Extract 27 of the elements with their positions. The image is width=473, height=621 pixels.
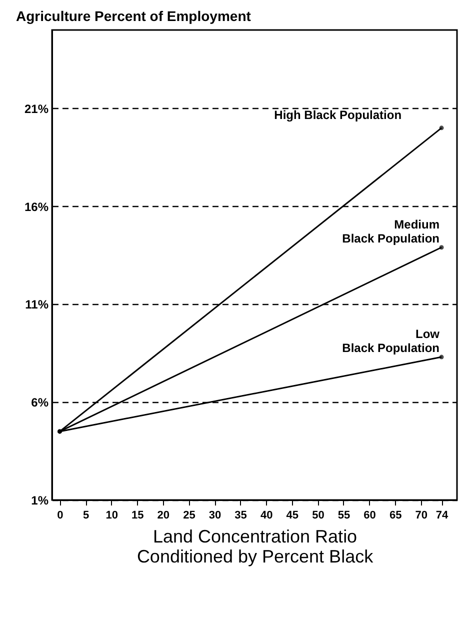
x-tick-label: 30: [208, 510, 222, 522]
x-tick-label: 10: [106, 510, 118, 522]
x-tick-label: 70: [415, 510, 428, 522]
y-tick-label: 1%: [31, 494, 49, 508]
x-tick-label: 20: [157, 510, 170, 522]
x-tick-label: 74: [436, 510, 450, 522]
x-tick-label: 55: [338, 510, 350, 522]
y-tick-label: 11%: [25, 298, 49, 312]
series-label: Medium Black Population: [342, 217, 440, 246]
y-tick-label: 6%: [31, 396, 49, 410]
x-tick-label: 50: [312, 510, 324, 522]
x-tick-label: 5: [82, 510, 90, 522]
x-tick-label: 65: [389, 510, 402, 522]
x-tick-label: 35: [234, 510, 247, 522]
x-tick-label: 45: [286, 510, 299, 522]
x-tick-label: 40: [260, 510, 273, 522]
x-tick-label: 60: [364, 510, 376, 522]
y-tick-label: 16%: [24, 200, 49, 214]
series-label: Low Black Population: [342, 327, 440, 356]
text: High Black Population: [274, 108, 402, 122]
text: Conditioned by Percent Black: [136, 546, 374, 566]
x-tick-label: 0: [57, 510, 64, 522]
x-tick-label: 15: [132, 510, 144, 522]
x-tick-label: 25: [183, 510, 196, 522]
y-tick-label: 21%: [24, 102, 49, 116]
chart-title: Agriculture Percent of Employment: [16, 8, 252, 24]
x-axis-title: Land Concentration Ratio: [152, 526, 358, 546]
